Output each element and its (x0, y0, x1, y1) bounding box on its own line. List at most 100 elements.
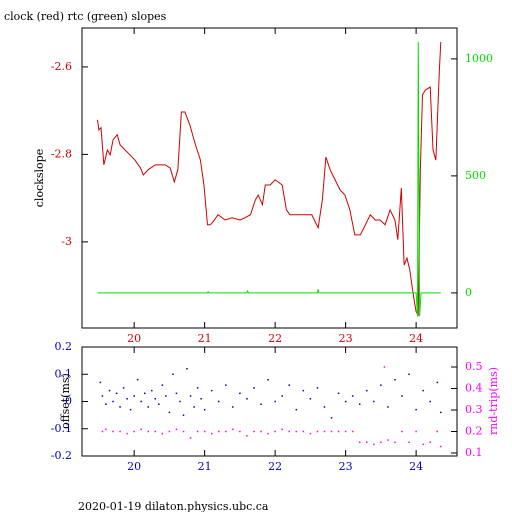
x-tick-label: 20 (127, 460, 141, 473)
point (415, 408, 417, 411)
series-line (97, 41, 442, 317)
point (168, 430, 171, 433)
y-axis-label: clockslope (33, 149, 46, 207)
top-frame (81, 27, 458, 329)
point (295, 408, 298, 411)
point (295, 430, 298, 433)
point (373, 443, 375, 446)
point (274, 400, 276, 403)
point (330, 417, 333, 419)
point (122, 387, 125, 389)
point (358, 441, 361, 443)
point (323, 406, 326, 408)
point (136, 378, 139, 381)
point (129, 408, 132, 411)
point (440, 411, 442, 414)
y-tick-label: -2.8 (51, 147, 72, 160)
point (154, 430, 157, 433)
point (267, 432, 269, 435)
y2-tick-label: 1000 (465, 52, 493, 65)
point (217, 430, 220, 433)
y-tick-label: -3 (61, 235, 72, 248)
point (351, 395, 354, 397)
point (281, 428, 283, 431)
point (175, 392, 178, 395)
y2-axis-label: rnd-trip(ms) (487, 367, 500, 435)
point (337, 392, 340, 395)
point (119, 430, 121, 433)
point (133, 430, 135, 433)
point (168, 411, 171, 414)
point (186, 368, 188, 370)
point (105, 428, 107, 431)
point (200, 398, 202, 400)
point (253, 430, 255, 433)
point (408, 373, 410, 375)
point (154, 398, 157, 400)
point (366, 389, 368, 392)
point (196, 430, 199, 433)
y-tick-label: 0.1 (55, 367, 73, 380)
point (401, 395, 403, 397)
point (436, 381, 439, 384)
point (309, 432, 312, 435)
point (260, 403, 262, 405)
point (380, 441, 382, 443)
point (203, 430, 206, 433)
point (394, 441, 396, 443)
x-tick-label: 22 (268, 332, 282, 345)
point (429, 400, 431, 403)
point (373, 400, 375, 403)
point (316, 430, 319, 433)
x-tick-label: 24 (409, 460, 423, 473)
point (147, 406, 150, 408)
point (225, 430, 227, 433)
point (147, 430, 150, 433)
point (210, 389, 213, 392)
point (246, 435, 248, 437)
point (394, 378, 396, 381)
y-tick-label: -2.6 (51, 60, 72, 73)
point (189, 395, 192, 397)
point (203, 408, 206, 411)
point (387, 439, 389, 441)
point (108, 389, 111, 392)
y2-tick-label: 0.1 (465, 446, 483, 459)
point (99, 381, 102, 384)
y2-tick-label: 0.4 (465, 381, 483, 394)
point (140, 428, 142, 431)
point (196, 387, 199, 389)
y2-tick-label: 500 (465, 169, 486, 182)
point (143, 392, 146, 395)
point (253, 387, 255, 389)
point (415, 430, 417, 433)
point (436, 430, 439, 433)
point (344, 430, 347, 433)
point (115, 392, 118, 395)
point (383, 366, 386, 368)
point (422, 389, 424, 392)
point (281, 395, 283, 397)
chart-title: clock (red) rtc (green) slopes (4, 10, 167, 23)
point (232, 406, 234, 408)
point (133, 395, 135, 397)
point (344, 400, 347, 403)
point (182, 414, 185, 416)
point (387, 406, 389, 408)
x-tick-label: 21 (198, 332, 212, 345)
x-tick-label: 24 (409, 332, 423, 345)
y-tick-label: -0.1 (51, 422, 72, 435)
y2-tick-label: 0.5 (465, 360, 483, 373)
y2-tick-label: 0 (465, 286, 472, 299)
point (358, 403, 361, 405)
x-tick-label: 20 (127, 332, 141, 345)
point (239, 392, 241, 395)
series-line (97, 41, 441, 317)
point (274, 430, 276, 433)
point (260, 430, 262, 433)
y-tick-label: 0.2 (55, 340, 73, 353)
point (225, 384, 227, 386)
point (126, 398, 128, 400)
